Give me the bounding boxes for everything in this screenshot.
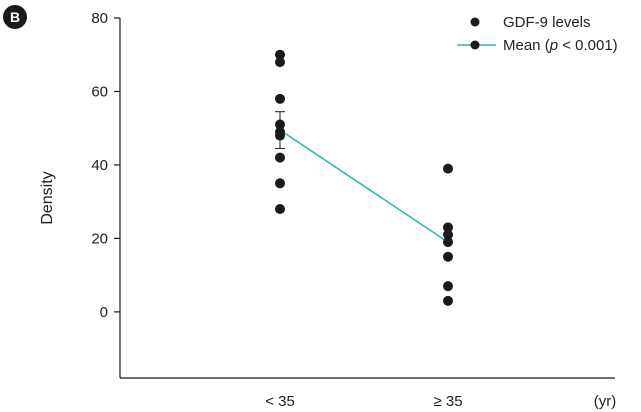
gdf9-data-point [275,152,285,163]
gdf9-data-point [443,237,453,248]
gdf9-data-point [275,93,285,104]
x-unit-label: (yr) [594,393,617,410]
panel-letter: B [10,9,20,25]
legend-dot-mean [470,40,480,50]
panel-badge: B [3,5,27,29]
gdf9-data-point [443,295,453,306]
gdf9-data-point [275,49,285,60]
gdf9-points [275,49,453,306]
x-tick-label: < 35 [265,393,295,410]
y-tick-label: 0 [100,304,108,321]
y-tick-label: 20 [91,230,108,247]
legend: GDF-9 levels Mean (p < 0.001) [457,14,618,54]
gdf9-data-point [275,204,285,215]
gdf9-data-point [275,130,285,141]
legend-label-gdf9: GDF-9 levels [503,14,591,31]
mean-series [275,111,449,243]
gdf9-data-point [275,119,285,130]
legend-dot-gdf9 [470,17,480,27]
legend-label-mean: Mean (p < 0.001) [503,37,618,54]
y-ticks: 0 20 40 60 80 [91,10,120,321]
gdf9-data-point [443,163,453,174]
mean-line [279,129,449,243]
y-tick-label: 40 [91,157,108,174]
x-tick-label: ≥ 35 [433,393,462,410]
y-tick-label: 80 [91,10,108,27]
y-axis-label: Density [39,171,56,224]
legend-item-mean: Mean (p < 0.001) [457,37,618,54]
gdf9-data-point [443,251,453,262]
gdf9-data-point [275,178,285,189]
y-tick-label: 60 [91,83,108,100]
gdf9-data-point [443,222,453,233]
gdf9-data-point [275,57,285,68]
x-ticks: < 35 ≥ 35 [265,393,462,410]
gdf9-data-point [443,281,453,292]
legend-item-gdf9: GDF-9 levels [470,14,591,31]
gdf9-data-point [443,229,453,240]
